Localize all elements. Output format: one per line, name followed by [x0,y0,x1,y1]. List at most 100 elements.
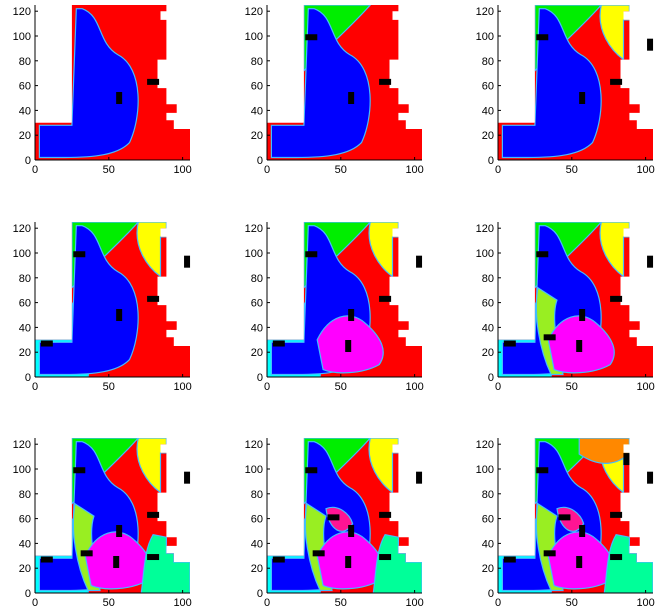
y-tick-label: 0 [257,588,263,600]
marker-2 [379,295,392,302]
y-tick-label: 100 [476,464,494,476]
marker-9 [327,514,340,521]
region-teal [372,534,422,593]
x-tick-label: 100 [173,381,191,393]
region-teal [603,534,653,593]
y-tick-label: 120 [476,223,494,235]
x-tick-label: 50 [335,597,347,609]
y-tick-label: 20 [19,130,31,142]
x-tick-label: 50 [566,597,578,609]
y-tick-label: 0 [257,155,263,167]
panel-1: 0 20 40 60 80 100 120 0 50 100 [13,5,192,176]
marker-5 [503,556,516,563]
y-tick-label: 60 [19,514,31,526]
marker-2 [610,78,623,85]
x-tick-label: 0 [32,164,38,176]
y-tick-label: 40 [251,105,263,117]
y-tick-label: 100 [245,464,263,476]
region-teal [140,534,190,593]
marker-7 [80,550,93,557]
y-tick-label: 20 [19,563,31,575]
marker-6 [345,556,352,568]
x-tick-label: 50 [103,381,115,393]
marker-4 [647,38,654,51]
region-blue [38,225,139,376]
y-tick-label: 80 [19,273,31,285]
y-tick-label: 0 [488,588,494,600]
marker-8 [147,554,160,561]
region-blue [38,8,139,159]
x-tick-label: 50 [566,381,578,393]
marker-2 [147,511,160,518]
marker-2 [147,78,160,85]
y-tick-label: 120 [476,439,494,451]
y-tick-label: 0 [25,155,31,167]
region-blue [270,8,371,159]
marker-3 [305,467,318,474]
y-tick-label: 40 [19,105,31,117]
marker-1 [348,309,355,321]
y-tick-label: 100 [13,464,31,476]
x-tick-label: 0 [264,381,270,393]
marker-8 [379,554,392,561]
marker-2 [610,295,623,302]
x-tick-label: 50 [103,597,115,609]
y-tick-label: 0 [25,588,31,600]
marker-3 [536,34,549,41]
x-tick-label: 100 [405,381,423,393]
y-tick-label: 40 [482,105,494,117]
y-tick-label: 80 [482,56,494,68]
marker-10 [623,453,630,466]
panel-4: 0 20 40 60 80 100 120 0 50 100 [13,222,192,393]
marker-2 [379,511,392,518]
x-tick-label: 100 [405,164,423,176]
y-tick-label: 40 [19,322,31,334]
marker-1 [579,309,586,321]
y-tick-label: 0 [25,372,31,384]
x-tick-label: 100 [173,597,191,609]
marker-1 [116,92,123,104]
marker-5 [40,340,53,347]
panel-2: 0 20 40 60 80 100 120 0 50 100 [245,5,424,176]
y-tick-label: 60 [19,81,31,93]
x-tick-label: 0 [495,381,501,393]
y-tick-label: 120 [245,223,263,235]
panel-9: 0 20 40 60 80 100 120 0 50 100 [476,438,655,609]
y-tick-label: 20 [251,563,263,575]
y-tick-label: 100 [476,248,494,260]
region-yellow [599,5,630,61]
y-tick-label: 20 [482,130,494,142]
marker-4 [184,471,191,484]
panel-6: 0 20 40 60 80 100 120 0 50 100 [476,222,655,393]
y-tick-label: 20 [251,347,263,359]
panel-7: 0 20 40 60 80 100 120 0 50 100 [13,438,192,609]
x-tick-label: 0 [264,164,270,176]
marker-2 [147,295,160,302]
marker-5 [503,340,516,347]
y-tick-label: 120 [245,6,263,18]
x-tick-label: 100 [173,164,191,176]
y-tick-label: 100 [245,248,263,260]
panel-8: 0 20 40 60 80 100 120 0 50 100 [245,438,424,609]
y-tick-label: 60 [251,298,263,310]
y-tick-label: 80 [482,273,494,285]
x-tick-label: 50 [566,164,578,176]
marker-7 [543,334,556,341]
y-tick-label: 40 [251,538,263,550]
y-tick-label: 120 [13,6,31,18]
marker-1 [348,525,355,537]
region-orange [578,438,630,464]
marker-3 [536,467,549,474]
marker-5 [272,556,285,563]
y-tick-label: 100 [13,31,31,43]
y-tick-label: 60 [251,81,263,93]
region-yellow [599,222,630,278]
y-tick-label: 40 [482,322,494,334]
marker-3 [73,467,86,474]
marker-8 [610,554,623,561]
region-yellow [368,222,399,278]
y-tick-label: 80 [19,489,31,501]
y-tick-label: 60 [482,81,494,93]
y-tick-label: 120 [245,439,263,451]
